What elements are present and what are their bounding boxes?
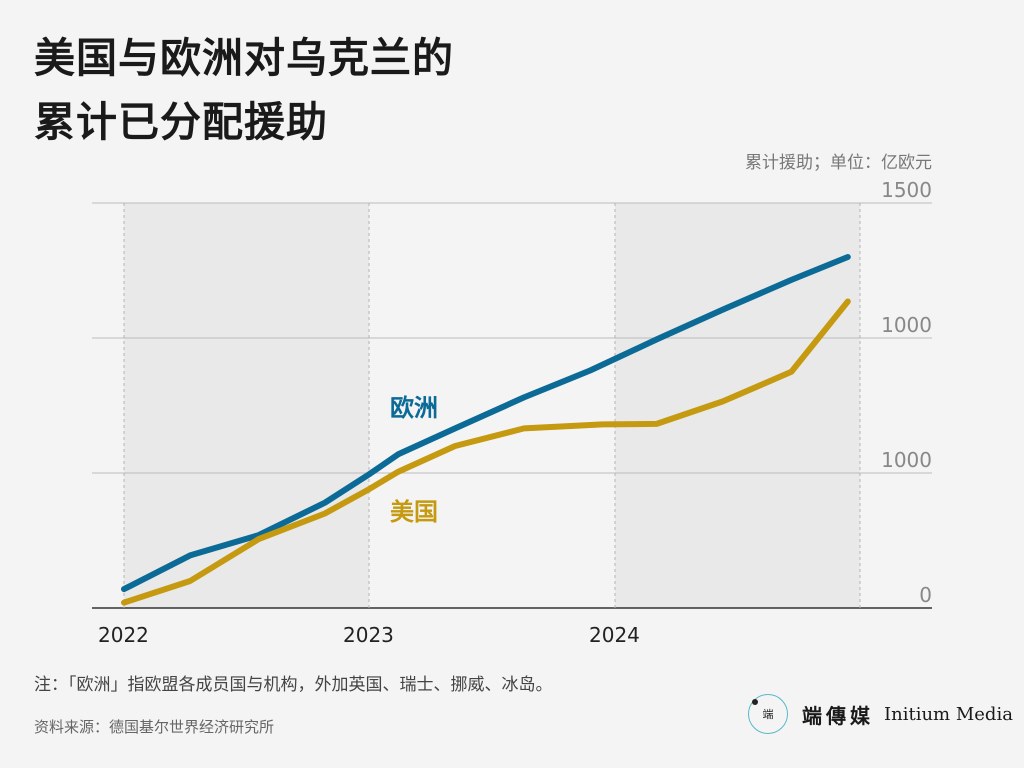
- footnote: 注：「欧洲」指欧盟各成员国与机构，外加英国、瑞士、挪威、冰岛。: [34, 675, 553, 695]
- x-tick-label-2022: 2022: [98, 623, 149, 647]
- logo-chinese-name: 端傳媒: [802, 703, 874, 728]
- source-note: 资料来源：德国基尔世界经济研究所: [34, 718, 275, 736]
- series-line-usa: [121, 298, 851, 606]
- initium-logo: 端 端傳媒 Initium Media: [748, 694, 1013, 734]
- series-line-europe: [121, 254, 851, 593]
- y-tick-label: 1000: [881, 313, 932, 337]
- y-tick-label: 1500: [881, 178, 932, 202]
- logo-english-name: Initium Media: [884, 703, 1013, 725]
- unit-note: 累计援助；单位：亿欧元: [745, 153, 932, 173]
- series-label-usa: 美国: [390, 498, 438, 526]
- logo-mark-icon: 端: [748, 694, 788, 734]
- series-label-europe: 欧洲: [390, 394, 438, 422]
- x-tick-label-2023: 2023: [343, 623, 394, 647]
- y-tick-label: 1000: [881, 448, 932, 472]
- chart-title: 美国与欧洲对乌克兰的 累计已分配援助: [34, 26, 454, 154]
- title-line-1: 美国与欧洲对乌克兰的: [34, 34, 454, 82]
- title-line-2: 累计已分配援助: [34, 98, 328, 146]
- logo-mark-text: 端: [762, 708, 774, 721]
- y-tick-label: 0: [919, 583, 932, 607]
- x-tick-label-2024: 2024: [589, 623, 640, 647]
